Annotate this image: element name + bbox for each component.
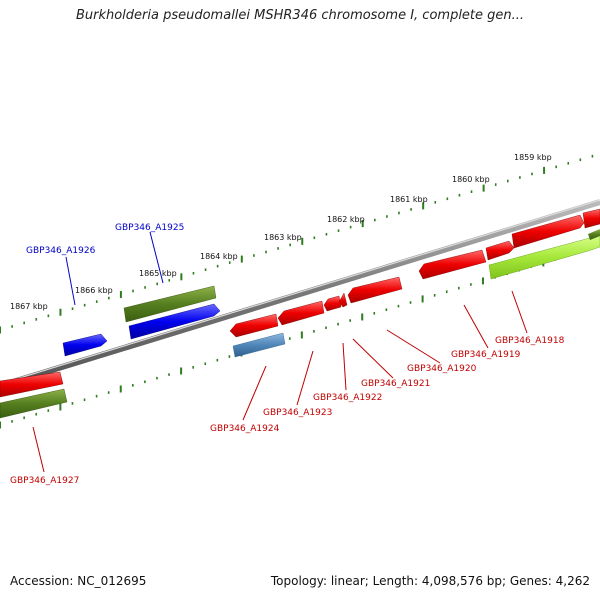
gene-green-right-top[interactable] bbox=[588, 229, 600, 240]
kbp-label: 1864 kbp bbox=[200, 252, 238, 261]
gene-GBP346_A1927[interactable] bbox=[0, 371, 68, 419]
red-leader-lines bbox=[32, 290, 528, 473]
gene-label-GBP346_A1925[interactable]: GBP346_A1925 bbox=[115, 223, 184, 233]
gene-GBP346_A1923[interactable] bbox=[277, 300, 325, 326]
gene-GBP346_A1922[interactable] bbox=[323, 295, 342, 312]
sequence-backbone bbox=[0, 199, 600, 389]
gene-lime-right[interactable] bbox=[488, 234, 600, 280]
gene-label-GBP346_A1923[interactable]: GBP346_A1923 bbox=[263, 408, 332, 418]
gene-label-GBP346_A1924[interactable]: GBP346_A1924 bbox=[210, 424, 280, 434]
gene-forward-right-1[interactable] bbox=[485, 240, 515, 261]
kbp-label: 1862 kbp bbox=[327, 215, 365, 224]
gene-label-GBP346_A1927[interactable]: GBP346_A1927 bbox=[10, 476, 79, 486]
gene-label-GBP346_A1919[interactable]: GBP346_A1919 bbox=[451, 350, 521, 360]
gene-forward-right-2[interactable] bbox=[511, 214, 585, 249]
kbp-label: 1859 kbp bbox=[514, 153, 552, 162]
kbp-label: 1860 kbp bbox=[452, 175, 490, 184]
gene-GBP346_A1924[interactable] bbox=[229, 313, 286, 358]
kbp-label: 1867 kbp bbox=[10, 302, 48, 311]
gene-GBP346_A1921[interactable] bbox=[338, 292, 348, 308]
kbp-label: 1863 kbp bbox=[264, 233, 302, 242]
gene-GBP346_A1919[interactable] bbox=[418, 249, 487, 280]
gene-GBP346_A1920[interactable] bbox=[347, 276, 403, 304]
map-title: Burkholderia pseudomallei MSHR346 chromo… bbox=[75, 8, 525, 23]
gene-label-GBP346_A1921[interactable]: GBP346_A1921 bbox=[361, 379, 430, 389]
gene-GBP346_A1925[interactable] bbox=[123, 285, 221, 340]
topology-text: Topology: linear; Length: 4,098,576 bp; … bbox=[270, 574, 590, 588]
sequence-backbone-highlight bbox=[0, 199, 600, 385]
gene-label-GBP346_A1918[interactable]: GBP346_A1918 bbox=[495, 336, 565, 346]
forward-scale-ticks bbox=[0, 154, 594, 334]
kbp-label: 1866 kbp bbox=[75, 286, 113, 295]
kbp-label: 1865 kbp bbox=[139, 269, 177, 278]
gene-forward-right-3[interactable] bbox=[582, 208, 600, 229]
gene-label-GBP346_A1926[interactable]: GBP346_A1926 bbox=[26, 246, 96, 256]
gene-GBP346_A1926[interactable] bbox=[62, 333, 108, 357]
gene-label-GBP346_A1920[interactable]: GBP346_A1920 bbox=[407, 364, 477, 374]
accession-text: Accession: NC_012695 bbox=[10, 574, 147, 588]
blue-leader-lines bbox=[65, 231, 164, 306]
kbp-label: 1861 kbp bbox=[390, 195, 428, 204]
gene-label-GBP346_A1922[interactable]: GBP346_A1922 bbox=[313, 393, 382, 403]
